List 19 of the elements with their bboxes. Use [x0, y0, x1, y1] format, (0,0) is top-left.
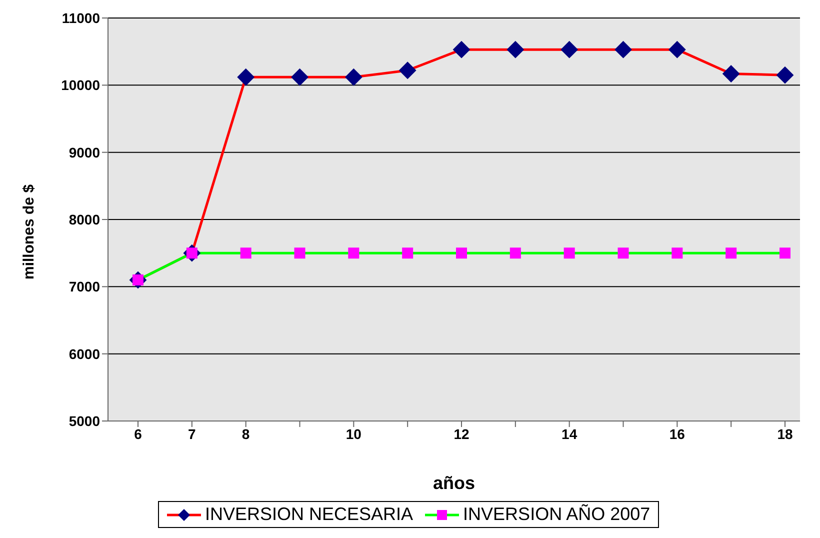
- y-tick-label: 5000: [68, 412, 100, 429]
- legend-label: INVERSION NECESARIA: [204, 504, 414, 525]
- x-tick-label: 8: [242, 426, 250, 442]
- y-tick-label: 6000: [68, 346, 100, 362]
- y-tick-label: 10000: [61, 77, 100, 94]
- x-tick-label: 6: [134, 426, 142, 442]
- x-tick-label: 10: [346, 426, 362, 442]
- x-tick-label: 16: [669, 426, 686, 442]
- x-tick-label: 14: [562, 426, 578, 442]
- x-tick-label: 18: [777, 426, 793, 442]
- y-tick-label: 8000: [68, 211, 100, 228]
- x-tick-label: 12: [454, 426, 470, 442]
- y-tick-label: 9000: [68, 144, 100, 160]
- y-axis-title: millones de $: [20, 184, 38, 280]
- y-tick-label: 7000: [68, 278, 100, 295]
- y-tick-label: 11000: [62, 10, 100, 26]
- legend-label: INVERSION AÑO 2007: [462, 504, 650, 525]
- x-tick-label: 7: [188, 426, 196, 442]
- x-axis-title: años: [432, 473, 476, 493]
